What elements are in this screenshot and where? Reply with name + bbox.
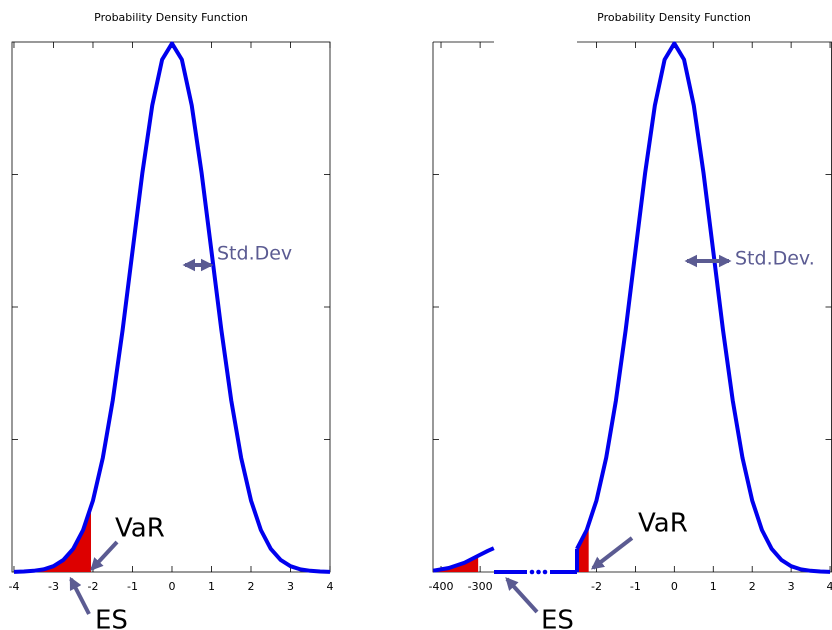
- x-tick-label: 0: [671, 580, 678, 593]
- tail-shade: [433, 555, 479, 572]
- x-tick-label: 1: [710, 580, 717, 593]
- es-label: ES: [95, 606, 128, 630]
- pdf-curve: [13, 41, 331, 574]
- x-tick-label: -2: [591, 580, 602, 593]
- x-tick-label: 2: [749, 580, 756, 593]
- x-tick-label: 4: [827, 580, 832, 593]
- var-arrow: [590, 536, 634, 570]
- chart-title: Probability Density Function: [597, 11, 751, 24]
- x-tick-label: 0: [168, 580, 175, 593]
- var-label: VaR: [638, 509, 688, 539]
- x-tick-label: -300: [468, 580, 493, 593]
- x-tick-label: -1: [127, 580, 138, 593]
- tail-shade: [13, 506, 92, 572]
- plot-frame: [432, 41, 832, 573]
- x-tick-label: 4: [327, 580, 334, 593]
- x-tick-label: -1: [630, 580, 641, 593]
- std-dev-label: Std.Dev.: [735, 248, 815, 270]
- x-tick-label: 3: [788, 580, 795, 593]
- chart-title: Probability Density Function: [94, 11, 248, 24]
- pdf-curve: [432, 546, 495, 573]
- x-tick-label: -400: [429, 580, 454, 593]
- x-tick-label: 1: [208, 580, 215, 593]
- x-tick-label: 2: [247, 580, 254, 593]
- pdf-curve: [575, 41, 831, 574]
- x-tick-label: -2: [87, 580, 98, 593]
- plot-frame: [11, 41, 331, 573]
- var-label: VaR: [115, 514, 165, 544]
- es-arrow: [505, 577, 539, 614]
- es-arrow: [69, 576, 91, 615]
- std-dev-label: Std.Dev: [217, 243, 292, 265]
- es-label: ES: [541, 606, 574, 630]
- x-tick-label: 3: [287, 580, 294, 593]
- var-arrow: [90, 540, 119, 571]
- x-tick-label: -4: [8, 580, 19, 593]
- x-tick-label: -3: [48, 580, 59, 593]
- break-dots: [529, 569, 548, 575]
